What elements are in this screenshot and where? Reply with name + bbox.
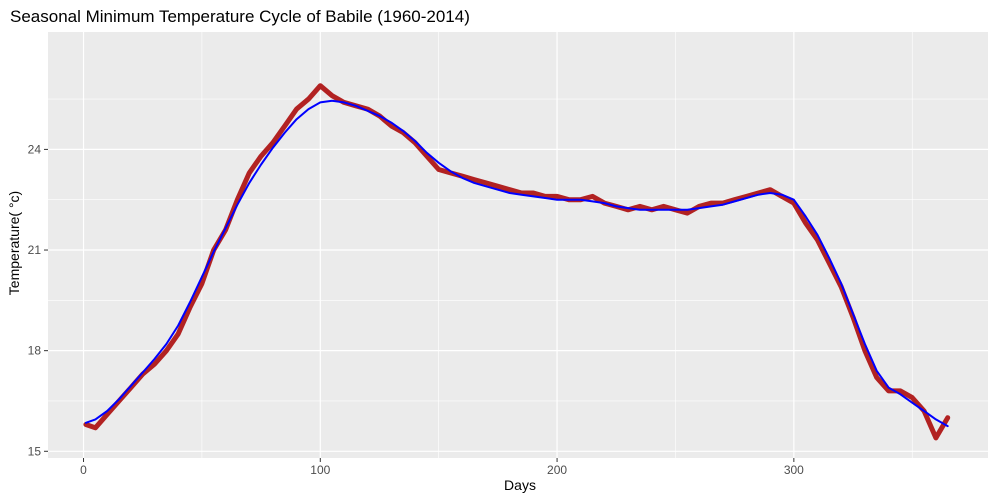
series-layer bbox=[83, 83, 951, 441]
major-gridlines bbox=[48, 32, 988, 458]
x-tick-label: 100 bbox=[310, 463, 330, 477]
smoothed-trend-line bbox=[84, 99, 949, 428]
y-tick-label: 24 bbox=[28, 142, 42, 156]
x-axis: 0 100 200 300 bbox=[80, 458, 804, 477]
minor-gridlines bbox=[48, 32, 988, 458]
chart-title: Seasonal Minimum Temperature Cycle of Ba… bbox=[10, 7, 470, 26]
y-tick-label: 21 bbox=[28, 243, 42, 257]
y-axis-title: Temperature( °c) bbox=[6, 191, 22, 295]
y-tick-label: 15 bbox=[28, 444, 42, 458]
y-tick-label: 18 bbox=[28, 344, 42, 358]
y-axis: 15 18 21 24 bbox=[28, 142, 48, 458]
x-tick-label: 0 bbox=[80, 463, 87, 477]
x-tick-label: 300 bbox=[784, 463, 804, 477]
x-tick-label: 200 bbox=[547, 463, 567, 477]
x-axis-title: Days bbox=[504, 477, 536, 493]
plot-panel bbox=[48, 32, 988, 458]
